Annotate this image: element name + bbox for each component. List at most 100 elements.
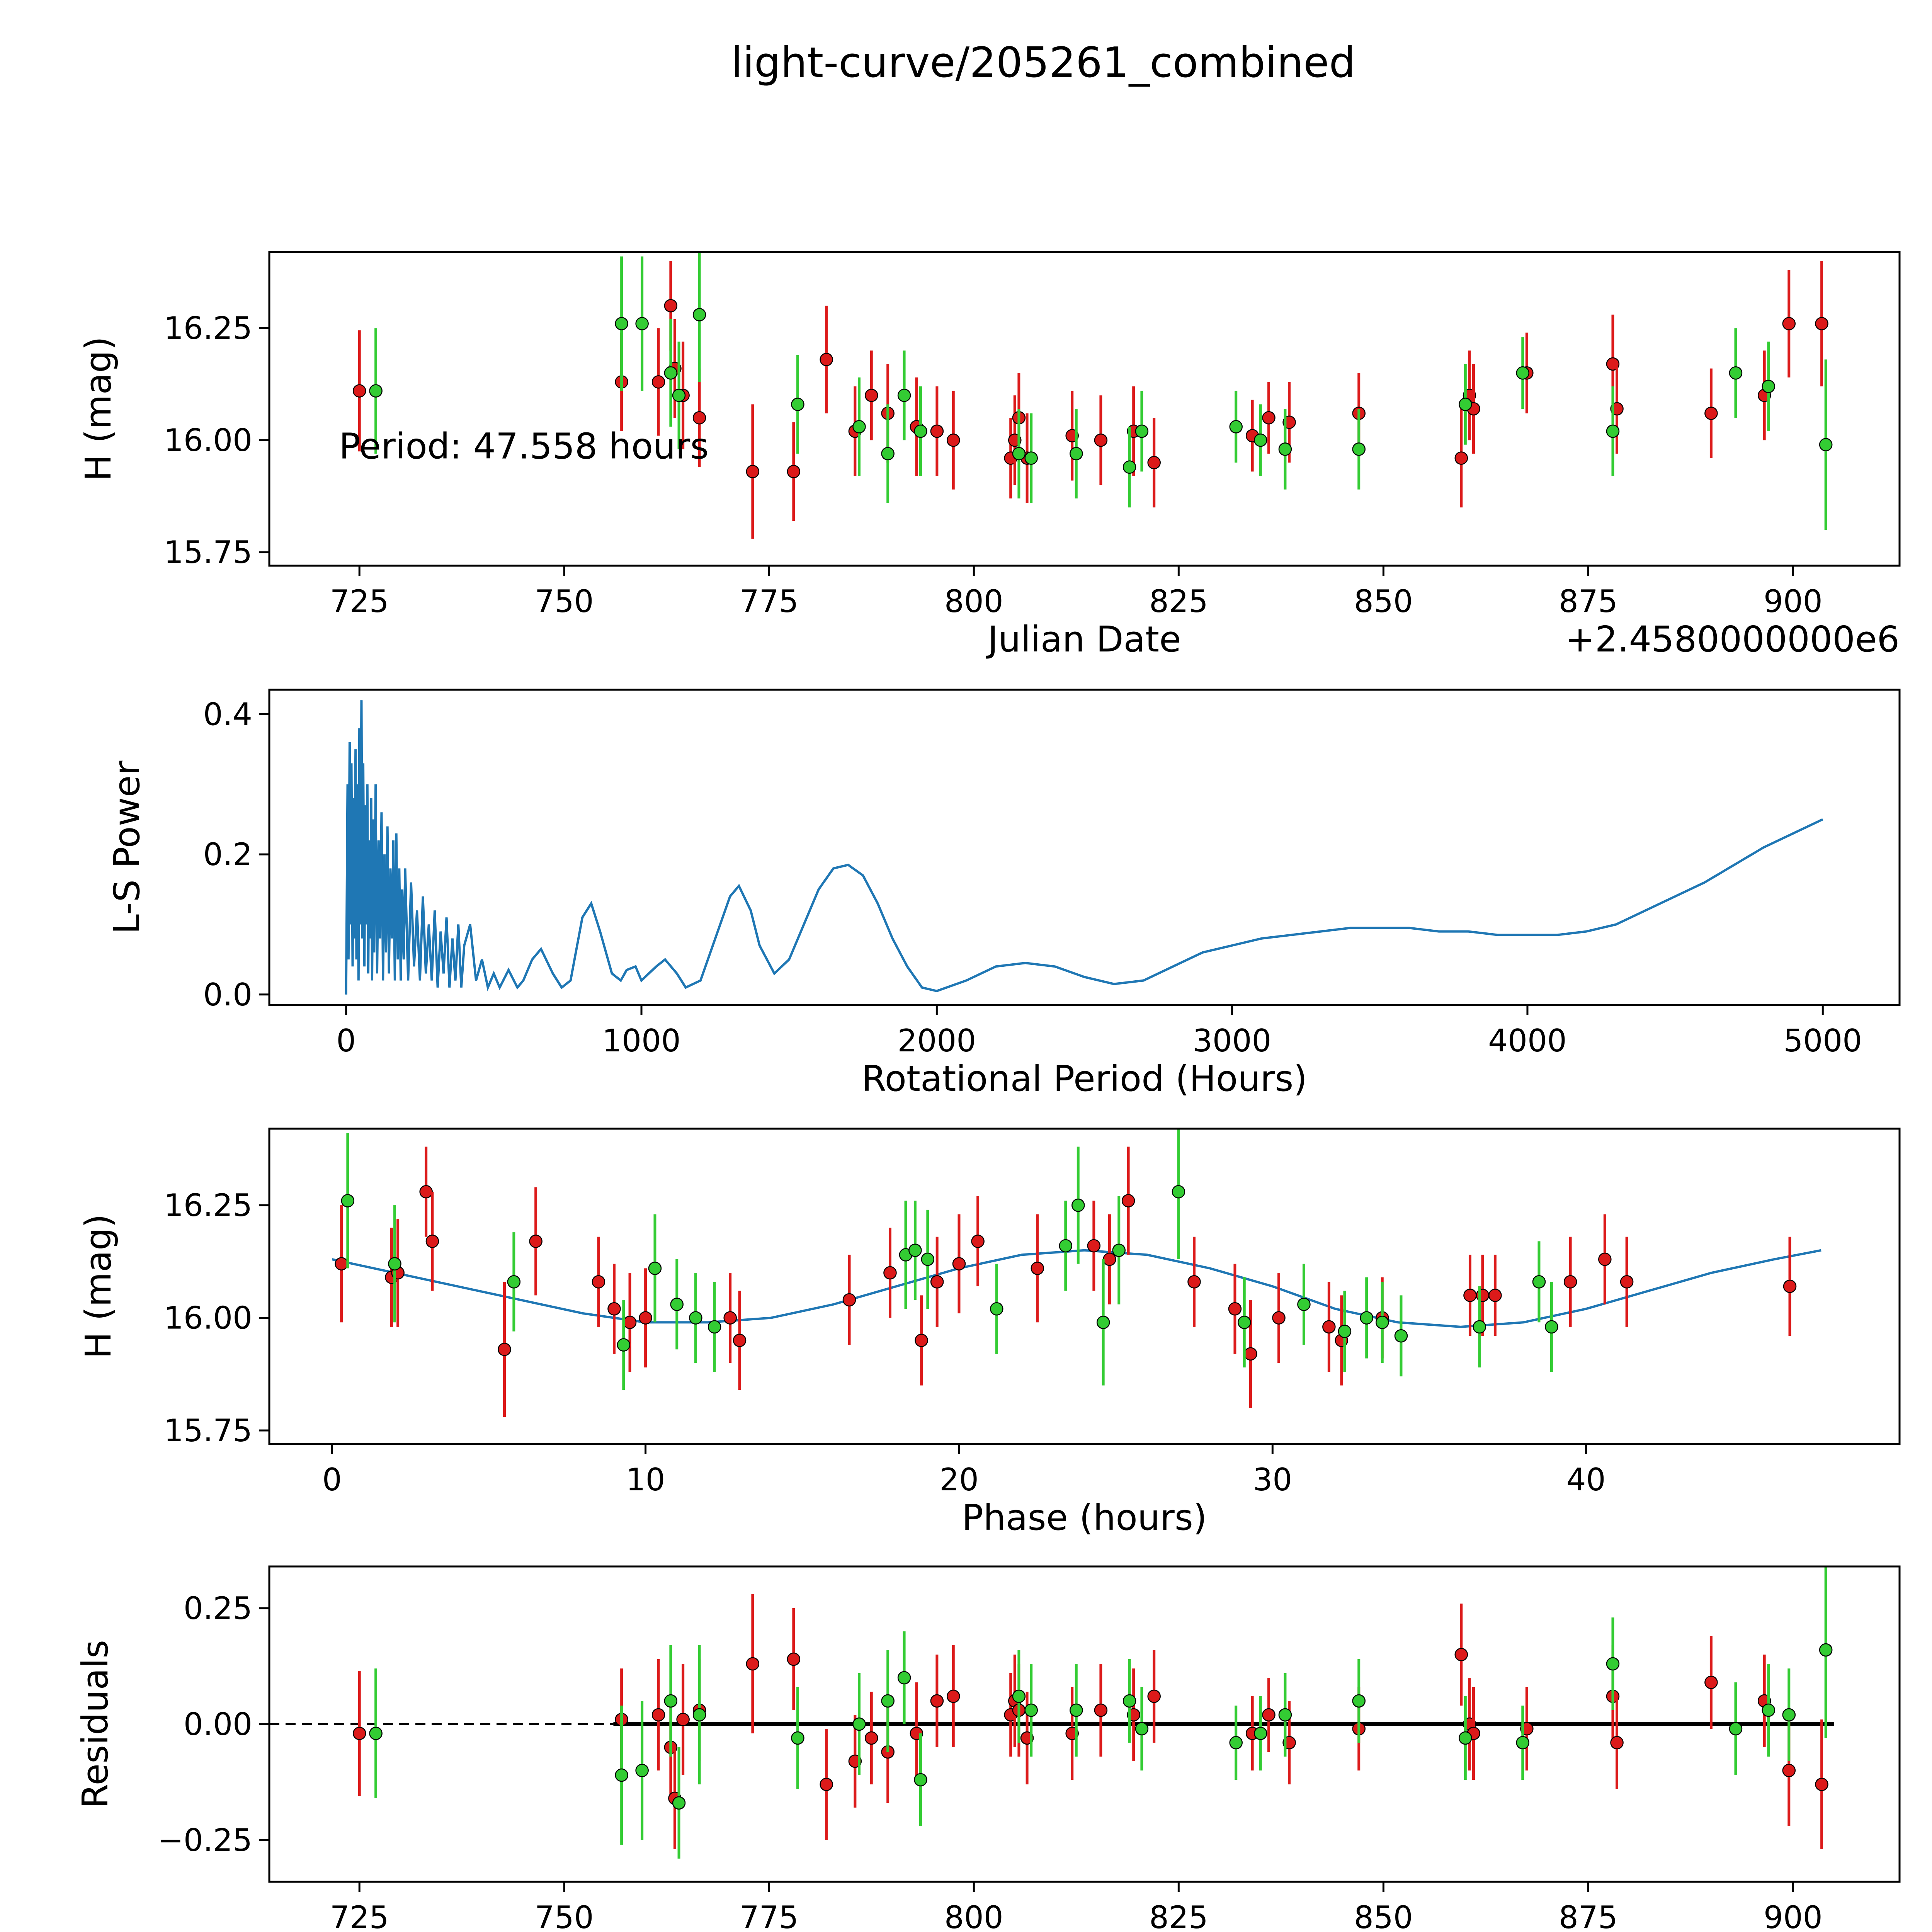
data-point-green — [1376, 1316, 1389, 1329]
x-tick-label: 4000 — [1488, 1023, 1567, 1059]
data-point-green — [1729, 366, 1743, 380]
data-point-red — [787, 465, 801, 478]
data-point-red — [820, 353, 833, 366]
data-point-green — [1532, 1275, 1546, 1289]
data-point-red — [592, 1275, 605, 1289]
data-point-red — [498, 1342, 511, 1356]
data-point-green — [990, 1302, 1003, 1316]
data-point-green — [1012, 447, 1026, 461]
data-point-red — [1272, 1311, 1286, 1325]
data-point-red — [883, 1266, 897, 1280]
data-point-red — [352, 384, 366, 398]
data-point-red — [352, 1726, 366, 1740]
x-tick-label: 900 — [1764, 583, 1823, 619]
data-point-green — [1782, 1708, 1796, 1722]
data-point-green — [664, 366, 678, 380]
data-point-green — [1352, 1694, 1366, 1708]
data-point-red — [676, 1713, 690, 1726]
data-point-red — [1454, 451, 1468, 465]
x-tick-label: 2000 — [898, 1023, 976, 1059]
data-point-red — [1103, 1252, 1116, 1266]
data-point-red — [1563, 1275, 1577, 1289]
data-point-green — [1394, 1329, 1408, 1343]
data-point-green — [908, 1243, 922, 1257]
data-point-green — [1352, 442, 1366, 456]
x-tick-label: 5000 — [1783, 1023, 1862, 1059]
x-tick-label: 750 — [535, 1900, 594, 1932]
ls-power-line — [345, 700, 1823, 995]
x-tick-label: 10 — [626, 1462, 665, 1498]
plot-area-phase — [332, 1129, 1821, 1417]
data-point-green — [1024, 451, 1038, 465]
data-point-green — [914, 424, 927, 438]
data-point-red — [1087, 1239, 1101, 1253]
data-point-red — [1488, 1289, 1502, 1302]
data-point-green — [1606, 1657, 1620, 1671]
data-point-red — [1147, 456, 1161, 469]
x-tick-label: 800 — [944, 1900, 1003, 1932]
data-point-red — [865, 388, 878, 402]
data-point-green — [1473, 1320, 1486, 1334]
data-point-red — [733, 1333, 747, 1347]
data-point-green — [914, 1773, 927, 1787]
x-axis-label: Rotational Period (Hours) — [862, 1058, 1307, 1099]
data-point-red — [952, 1257, 966, 1270]
data-point-green — [689, 1311, 702, 1325]
data-point-red — [651, 1708, 665, 1722]
x-axis-label: Phase (hours) — [962, 1497, 1207, 1538]
plot-area-periodogram — [345, 700, 1823, 995]
data-point-green — [791, 398, 804, 411]
figure-title: light-curve/205261_combined — [731, 39, 1356, 87]
data-point-red — [419, 1185, 433, 1199]
data-point-red — [335, 1257, 348, 1270]
data-point-green — [1254, 433, 1267, 447]
data-point-red — [930, 424, 944, 438]
data-point-red — [1244, 1347, 1257, 1361]
y-tick-label: 0.0 — [203, 977, 252, 1013]
data-point-green — [1360, 1311, 1373, 1325]
data-point-green — [1338, 1325, 1352, 1338]
x-tick-label: 875 — [1559, 583, 1618, 619]
x-tick-label: 750 — [535, 583, 594, 619]
data-point-red — [1454, 1648, 1468, 1662]
x-tick-label: 40 — [1566, 1462, 1606, 1498]
data-point-green — [1135, 1722, 1149, 1736]
x-tick-label: 0 — [336, 1023, 356, 1059]
y-axis-label: H (mag) — [78, 337, 119, 481]
data-point-green — [1071, 1198, 1085, 1212]
phase-fit-line — [332, 1249, 1821, 1328]
y-axis-label: Residuals — [75, 1640, 116, 1808]
data-point-red — [1187, 1275, 1201, 1289]
data-point-red — [1704, 1675, 1718, 1689]
data-point-red — [1262, 411, 1276, 425]
data-point-green — [1278, 1708, 1292, 1722]
data-point-green — [1070, 1703, 1083, 1717]
plot-area-residuals — [269, 1566, 1834, 1859]
y-tick-label: 16.25 — [164, 310, 252, 346]
y-axis-label: L-S Power — [106, 761, 148, 934]
data-point-green — [635, 317, 649, 330]
x-tick-label: 725 — [330, 1900, 389, 1932]
data-point-green — [1819, 438, 1833, 452]
data-point-red — [723, 1311, 737, 1325]
data-point-red — [664, 299, 678, 313]
y-tick-label: 0.25 — [184, 1590, 252, 1626]
data-point-red — [1463, 1289, 1477, 1302]
x-tick-label: 775 — [740, 1900, 799, 1932]
data-point-red — [1782, 1764, 1796, 1777]
data-point-green — [617, 1338, 631, 1352]
y-tick-label: 16.25 — [164, 1187, 252, 1223]
data-point-green — [341, 1194, 355, 1208]
x-tick-label: 20 — [939, 1462, 979, 1498]
x-tick-label: 30 — [1253, 1462, 1292, 1498]
data-point-red — [1783, 1279, 1797, 1293]
data-point-red — [865, 1731, 878, 1745]
data-point-green — [1024, 1703, 1038, 1717]
data-point-green — [1059, 1239, 1073, 1253]
data-point-red — [623, 1316, 637, 1329]
data-point-green — [672, 1796, 686, 1810]
data-point-red — [930, 1694, 944, 1708]
y-tick-label: 16.00 — [164, 1300, 252, 1336]
data-point-green — [1012, 1689, 1026, 1703]
plot-area-jd_mag — [352, 252, 1833, 539]
